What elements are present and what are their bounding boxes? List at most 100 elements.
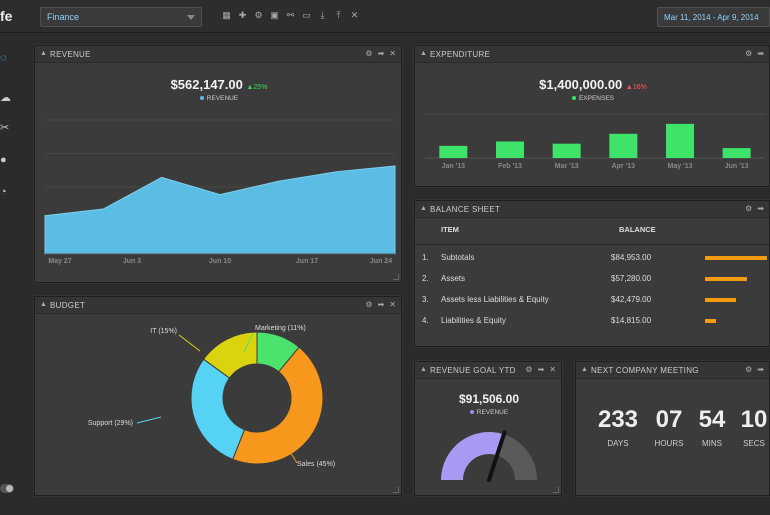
date-range-value: Mar 11, 2014 - Apr 9, 2014: [664, 13, 759, 22]
slice-label: Marketing (11%): [255, 325, 306, 332]
revenue-total-value: $562,147.00: [170, 77, 243, 92]
collapse-icon[interactable]: ▲: [40, 50, 47, 57]
revenue-panel: ▲ REVENUE ⚙ ➡ ✕ $562,147.00 ▲25% REVENUE M…: [34, 45, 402, 283]
leader-line: [178, 334, 201, 352]
image-icon[interactable]: ▣: [270, 10, 279, 20]
legend-dot: [199, 96, 204, 101]
column-header-balance: BALANCE: [619, 225, 656, 234]
panel-header: ▲ BUDGET ⚙ ➡ ✕: [35, 297, 401, 314]
x-tick-label: Feb '13: [498, 163, 522, 170]
collapse-icon[interactable]: ▲: [581, 366, 588, 373]
resize-handle[interactable]: [393, 487, 399, 493]
x-tick-label: Mar '13: [555, 163, 579, 170]
revenue-goal-gauge: [441, 430, 537, 482]
balance-sheet-panel: ▲ BALANCE SHEET ⚙ ➡ ITEM BALANCE 1. Subtot…: [414, 200, 770, 347]
grid-icon[interactable]: ▦: [222, 10, 231, 20]
sidebar: ◌ ☁ ✂ ● ◔: [0, 34, 20, 515]
revenue-legend: REVENUE: [35, 95, 403, 102]
divider: [415, 244, 770, 245]
top-bar: fe Finance ▦ ✚ ⚙ ▣ ⚯ ▭ ⤓ ⤒ ✕ Mar 11, 201…: [0, 0, 770, 33]
monitor-icon[interactable]: ▭: [302, 10, 311, 20]
gear-icon[interactable]: ⚙: [745, 49, 753, 58]
legend-label: EXPENSES: [578, 95, 615, 102]
gear-icon[interactable]: ⚙: [365, 49, 373, 58]
table-row: 2. Assets $57,280.00: [415, 274, 770, 294]
arrow-right-icon[interactable]: ➡: [537, 365, 545, 374]
row-balance: $84,953.00: [611, 253, 652, 262]
x-tick-label: Jun 24: [370, 258, 392, 265]
panel-title: BUDGET: [50, 301, 86, 310]
budget-donut-chart: Marketing (11%) Sales (45%) Support (29%) I…: [88, 325, 335, 468]
link-icon[interactable]: ⚯: [286, 10, 295, 20]
panel-title: NEXT COMPANY MEETING: [591, 366, 699, 375]
expense-bar: [439, 145, 468, 158]
close-icon[interactable]: ✕: [389, 49, 396, 58]
gear-icon[interactable]: ⚙: [745, 365, 753, 374]
help-icon[interactable]: ◔: [0, 186, 7, 198]
collapse-icon[interactable]: ▲: [420, 205, 427, 212]
revenue-area: [44, 165, 396, 255]
arrow-right-icon[interactable]: ➡: [757, 49, 764, 58]
close-icon[interactable]: ✕: [389, 300, 396, 309]
download-icon[interactable]: ⤓: [320, 10, 325, 20]
row-number: 4.: [422, 316, 429, 325]
row-number: 1.: [422, 253, 429, 262]
mins-label: MINS: [702, 439, 722, 448]
expenditure-legend: EXPENSES: [415, 95, 770, 102]
resize-handle[interactable]: [393, 274, 399, 280]
gear-icon[interactable]: ⚙: [254, 10, 263, 20]
date-range-picker[interactable]: Mar 11, 2014 - Apr 9, 2014: [657, 7, 770, 27]
dashboard-select[interactable]: Finance: [40, 7, 202, 27]
x-tick-label: May 27: [48, 258, 71, 265]
arrow-right-icon[interactable]: ➡: [757, 204, 764, 213]
expense-bar: [552, 143, 581, 158]
gauge-filled: [441, 432, 504, 480]
countdown-secs: 10 SECS: [729, 406, 770, 448]
arrow-right-icon[interactable]: ➡: [377, 49, 385, 58]
legend-label: REVENUE: [476, 409, 509, 416]
close-icon[interactable]: ✕: [549, 365, 556, 374]
gear-icon[interactable]: ⚙: [365, 300, 373, 309]
app-logo: fe: [0, 8, 13, 24]
collapse-icon[interactable]: ▲: [40, 301, 47, 308]
expense-bar: [609, 133, 638, 158]
cloud-icon[interactable]: ☁: [0, 92, 11, 104]
add-icon[interactable]: ✚: [238, 10, 247, 20]
expenditure-total: $1,400,000.00 ▲16%: [415, 77, 770, 92]
row-bar: [705, 319, 716, 323]
panel-title: EXPENDITURE: [430, 50, 491, 59]
expense-bar: [496, 141, 524, 158]
countdown-days: 233 DAYS: [593, 406, 643, 448]
close-icon[interactable]: ✕: [350, 10, 359, 20]
arrow-right-icon[interactable]: ➡: [377, 300, 385, 309]
upload-icon[interactable]: ⤒: [336, 10, 341, 20]
panel-header: ▲ REVENUE ⚙ ➡ ✕: [35, 46, 401, 63]
column-header-item: ITEM: [441, 225, 459, 234]
slice-label: Sales (45%): [297, 461, 335, 468]
arrow-right-icon[interactable]: ➡: [757, 365, 764, 374]
user-icon[interactable]: ●: [0, 154, 7, 166]
collapse-icon[interactable]: ▲: [420, 50, 427, 57]
budget-slice: [190, 358, 246, 461]
gear-icon[interactable]: ⚙: [745, 204, 753, 213]
expenditure-total-value: $1,400,000.00: [539, 77, 623, 92]
expenditure-delta: ▲16%: [625, 84, 647, 91]
x-tick-label: Jun 17: [296, 258, 318, 265]
row-bar: [705, 277, 747, 281]
resize-handle[interactable]: [553, 487, 559, 493]
collapse-icon[interactable]: ▲: [420, 366, 427, 373]
revenue-goal-total: $91,506.00: [458, 392, 520, 406]
tools-icon[interactable]: ✂: [0, 122, 10, 134]
dashboard-icon[interactable]: ◌: [0, 52, 7, 64]
slice-label: IT (15%): [150, 328, 177, 335]
row-item: Assets: [441, 274, 466, 283]
x-tick-label: May '13: [667, 163, 692, 170]
legend-dot: [571, 96, 576, 101]
x-tick-label: Jan '13: [442, 163, 466, 170]
row-balance: $42,479.00: [611, 295, 652, 304]
gear-icon[interactable]: ⚙: [525, 365, 533, 374]
panel-title: REVENUE GOAL YTD: [430, 366, 516, 375]
hours-value: 07: [655, 406, 683, 433]
sidebar-toggle[interactable]: [0, 484, 14, 493]
panel-header: ▲ NEXT COMPANY MEETING ⚙ ➡: [576, 362, 769, 379]
